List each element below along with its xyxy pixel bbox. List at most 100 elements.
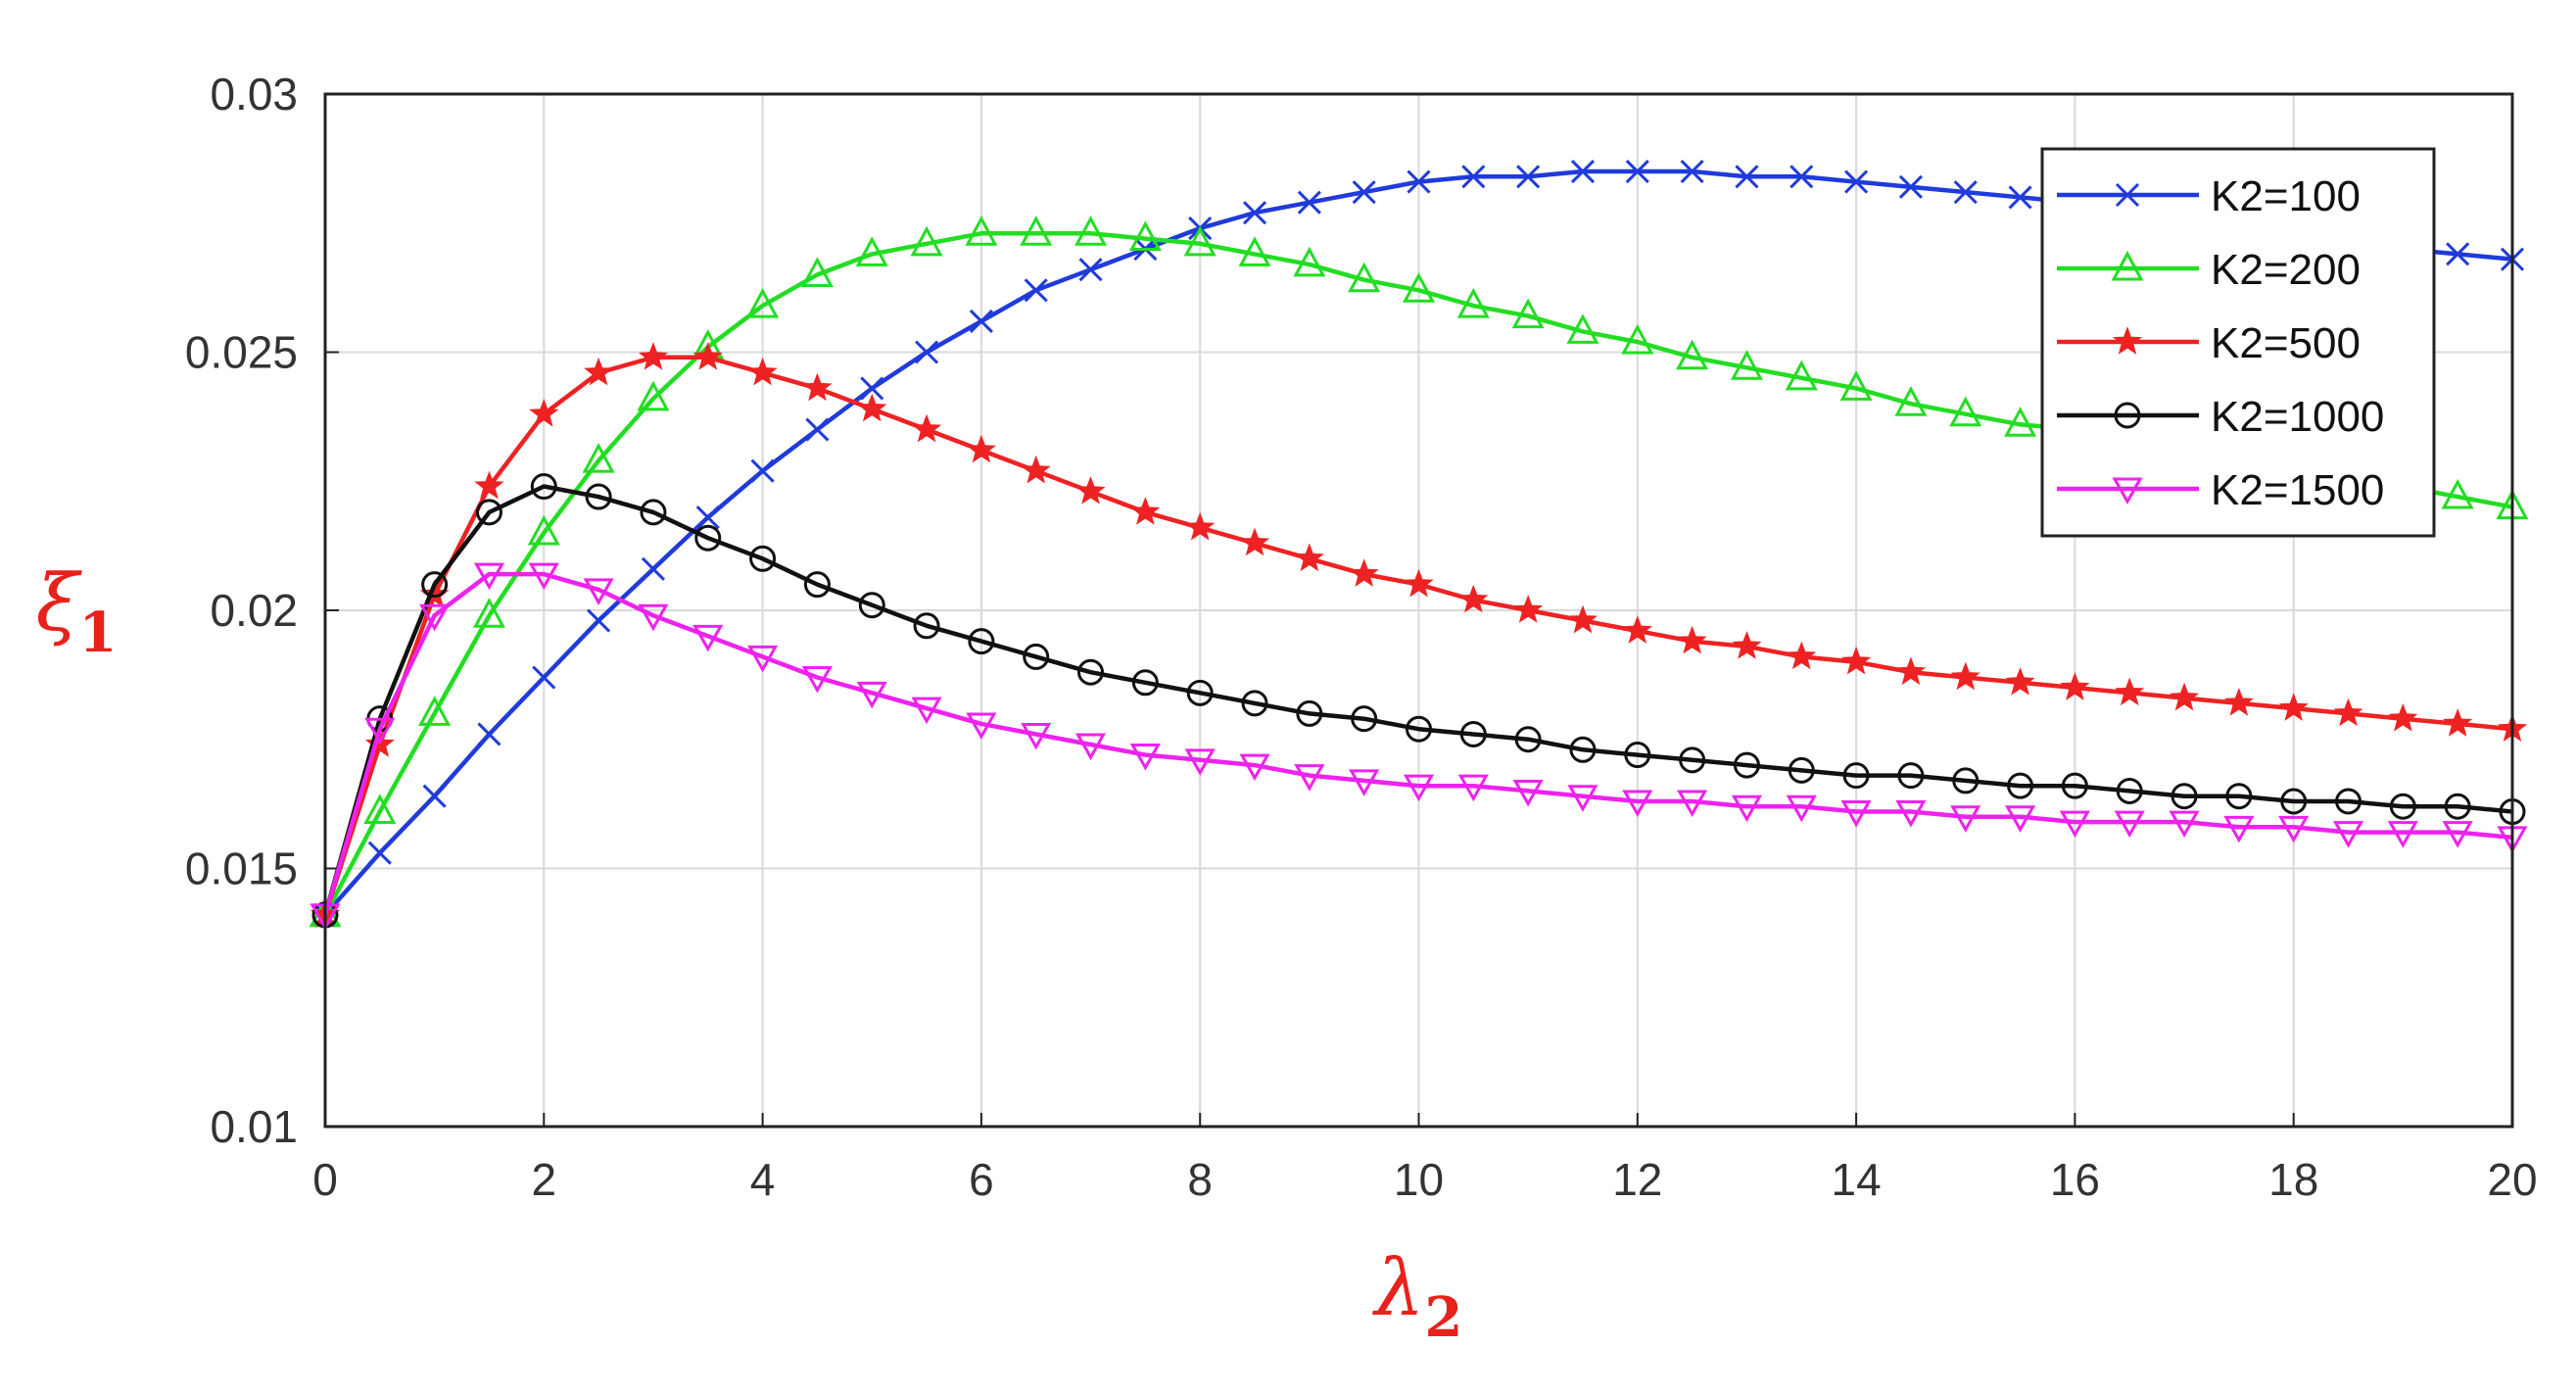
triangle-down-marker [1239,753,1270,782]
x-marker [2115,182,2140,208]
star-marker [912,413,942,443]
legend-label: K2=1000 [2211,393,2384,441]
y-axis-label: ξ1 [35,557,117,665]
x-axis-label: λ2 [1372,1242,1463,1350]
triangle-marker [1621,323,1654,355]
star-marker [1732,631,1762,659]
circle-marker [968,628,995,655]
series-line [322,571,2513,916]
triangle-marker [1894,386,1928,416]
x-marker [915,340,939,364]
triangle-down-marker [364,717,396,746]
legend-label: K2=200 [2211,246,2361,294]
triangle-marker [1785,360,1818,391]
triangle-down-marker [1074,733,1107,761]
circle-marker [858,592,885,619]
legend-item: K2=1000 [2057,393,2384,441]
triangle-marker [1566,313,1599,344]
triangle-down-marker [1677,790,1708,818]
x-marker [1407,169,1431,194]
triangle-down-marker [2005,805,2036,833]
triangle-down-marker [2114,810,2145,839]
star-marker [2005,666,2035,696]
x-marker [422,784,447,808]
x-marker [969,309,993,333]
x-marker [1352,180,1376,205]
triangle-down-marker [1512,779,1544,807]
legend-item: K2=1500 [2057,466,2384,514]
star-marker [1075,475,1106,505]
triangle-marker [363,794,397,825]
star-marker [1130,497,1161,525]
triangle-down-marker [1622,790,1653,818]
circle-marker [585,483,612,510]
circle-marker [1459,720,1487,747]
circle-marker [2335,788,2362,815]
triangle-marker [1020,216,1053,246]
star-marker [747,357,778,386]
legend-item: K2=200 [2057,246,2361,294]
triangle-down-marker [1567,785,1598,812]
circle-marker [749,545,777,572]
x-marker [1789,165,1814,189]
star-marker [1240,527,1270,556]
star-marker [1294,543,1324,572]
triangle-down-marker [1786,794,1817,823]
x-marker [1680,159,1704,184]
legend-item: K2=100 [2057,172,2361,220]
y-axis-label-subscript: 1 [79,601,118,665]
x-tick-label: 6 [969,1154,994,1205]
star-marker [474,470,504,500]
circle-marker [1241,690,1268,717]
triangle-marker [472,598,505,628]
star-marker [1950,661,1980,691]
triangle-down-marker [1294,764,1325,792]
star-marker [2443,708,2473,737]
triangle-marker [1183,225,1216,257]
triangle-down-marker [1349,769,1380,796]
star-marker [2223,688,2254,716]
star-marker [638,341,668,370]
series-line [322,484,2513,916]
x-marker [477,722,501,746]
x-tick-label: 12 [1612,1154,1662,1205]
x-tick-label: 4 [750,1154,776,1205]
circle-marker [1186,679,1214,706]
star-marker [2388,702,2418,732]
circle-marker [530,473,557,501]
triangle-down-marker [1895,800,1927,828]
star-marker [529,398,559,427]
star-marker [1458,584,1489,613]
circle-marker [1569,736,1597,763]
circle-marker [2389,793,2416,820]
x-marker [695,505,720,530]
x-marker [1570,159,1596,184]
legend-label: K2=100 [2211,172,2361,220]
star-marker [2170,682,2200,711]
series-4 [311,473,2526,929]
triangle-down-marker [1021,722,1052,750]
y-tick-label: 0.025 [185,327,298,378]
circle-marker [1351,705,1378,733]
star-marker [1349,558,1379,587]
triangle-down-marker [747,645,779,673]
y-tick-label: 0.01 [210,1101,298,1152]
triangle-marker [418,696,452,726]
triangle-down-marker [1840,800,1872,828]
legend-label: K2=1500 [2211,466,2384,514]
circle-marker [1952,767,1980,794]
circle-marker [1514,726,1542,753]
triangle-marker [1402,272,1436,303]
x-marker [587,608,611,633]
triangle-marker [1730,350,1763,380]
star-marker [1567,604,1598,634]
star-marker [1895,656,1926,686]
x-tick-label: 16 [2050,1154,2100,1205]
circle-marker [421,571,449,599]
star-marker [1404,568,1434,598]
star-marker [1787,641,1817,670]
plot-frame [323,92,2514,1129]
triangle-down-marker [638,603,669,632]
triangle-marker [2111,250,2144,281]
